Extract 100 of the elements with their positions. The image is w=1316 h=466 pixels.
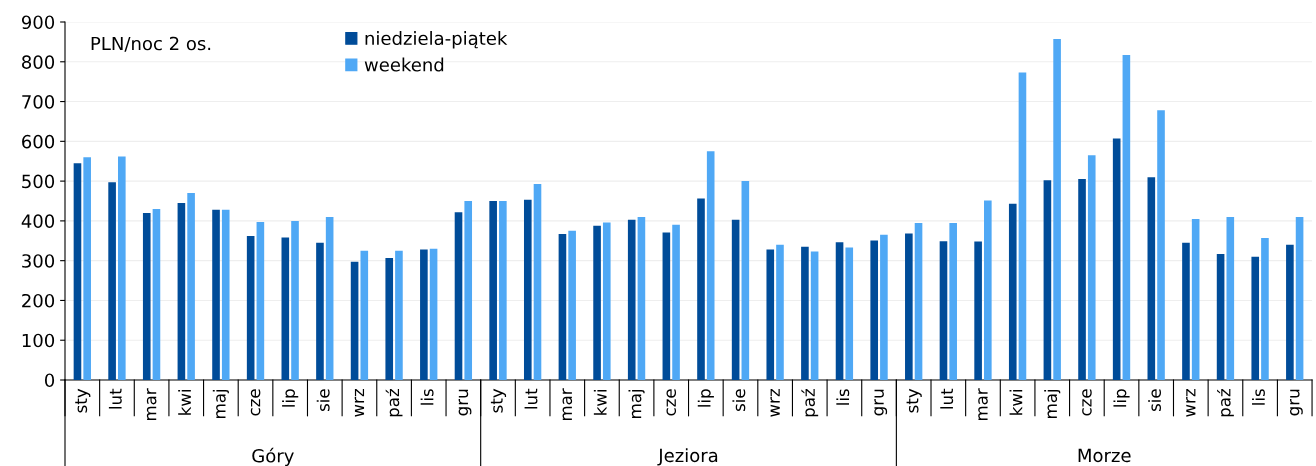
bar bbox=[974, 241, 982, 380]
bar bbox=[489, 201, 497, 380]
bar bbox=[1295, 216, 1304, 380]
bar bbox=[1078, 179, 1086, 380]
x-tick-label: mar bbox=[978, 388, 988, 421]
bar bbox=[1226, 216, 1235, 380]
y-tick-label: 200 bbox=[22, 293, 55, 308]
bar bbox=[350, 261, 359, 380]
bar bbox=[499, 201, 507, 380]
text: Góry bbox=[252, 447, 294, 466]
bar bbox=[1216, 253, 1225, 380]
y-tick-label: 500 bbox=[22, 174, 55, 189]
bar bbox=[523, 199, 532, 380]
bar bbox=[602, 222, 611, 380]
x-tick-label: cze bbox=[666, 389, 677, 416]
bar bbox=[1251, 256, 1260, 380]
bar bbox=[845, 247, 854, 380]
bar bbox=[118, 156, 126, 380]
x-tick-label: gru bbox=[874, 389, 888, 416]
y-axis-title: PLN/noc 2 os. bbox=[91, 36, 211, 52]
bar bbox=[281, 237, 290, 380]
y-tick-label: 100 bbox=[22, 333, 55, 348]
bar bbox=[672, 224, 680, 380]
bar bbox=[810, 251, 819, 380]
bar bbox=[83, 157, 91, 380]
x-tick-label: paź bbox=[801, 389, 819, 417]
x-tick-label: kwi bbox=[1009, 389, 1023, 415]
bar bbox=[662, 232, 671, 380]
x-tick-label: sty bbox=[490, 388, 507, 413]
x-tick-label: lut bbox=[940, 388, 954, 409]
bar bbox=[984, 200, 992, 380]
bar bbox=[1087, 155, 1096, 380]
x-tick-label: kwi bbox=[178, 389, 191, 415]
text: Jeziora bbox=[657, 448, 718, 466]
y-tick-label: 0 bbox=[44, 373, 55, 388]
x-tick-label: gru bbox=[1290, 389, 1303, 416]
x-tick-label: mar bbox=[562, 388, 573, 421]
bar bbox=[177, 202, 186, 380]
x-tick-label: lis bbox=[420, 389, 434, 405]
bar bbox=[454, 212, 463, 380]
bar bbox=[1112, 138, 1121, 380]
x-tick-label: sty bbox=[75, 388, 91, 413]
bar bbox=[627, 219, 636, 380]
bar bbox=[1147, 177, 1156, 380]
x-tick-label: wrz bbox=[770, 389, 780, 417]
bar bbox=[939, 241, 948, 380]
bar bbox=[395, 250, 403, 380]
x-tick-label: gru bbox=[458, 389, 472, 416]
bar bbox=[706, 151, 715, 380]
bar bbox=[221, 209, 230, 380]
bar bbox=[152, 208, 161, 380]
bar bbox=[801, 246, 809, 380]
bar bbox=[316, 242, 324, 380]
x-tick-label: wrz bbox=[1186, 389, 1196, 417]
x-tick-label: lip bbox=[282, 389, 299, 407]
x-tick-label: sie bbox=[1148, 389, 1162, 411]
x-tick-label: maj bbox=[1044, 389, 1061, 418]
y-tick-label: 900 bbox=[21, 15, 55, 30]
y-tick-label: 400 bbox=[21, 214, 55, 229]
bar bbox=[73, 163, 82, 380]
bar bbox=[1018, 72, 1027, 380]
legend-label: weekend bbox=[364, 57, 444, 72]
y-tick-label: 300 bbox=[22, 254, 55, 268]
bar bbox=[731, 219, 740, 380]
bar bbox=[533, 183, 542, 380]
x-tick-label: lip bbox=[1113, 389, 1130, 407]
bar bbox=[420, 249, 428, 380]
y-tick-label: 600 bbox=[22, 134, 55, 149]
bar bbox=[568, 230, 576, 380]
bar bbox=[464, 201, 473, 380]
x-tick-label: cze bbox=[1082, 389, 1092, 416]
bar bbox=[212, 209, 220, 380]
bar bbox=[325, 216, 334, 380]
x-tick-label: lis bbox=[836, 389, 850, 405]
bar bbox=[142, 212, 151, 380]
x-tick-label: kwi bbox=[593, 389, 607, 415]
x-tick-label: lut bbox=[108, 388, 122, 409]
x-tick-label: sie bbox=[732, 389, 746, 411]
bar bbox=[1053, 39, 1061, 380]
bar bbox=[593, 225, 601, 380]
x-tick-label: maj bbox=[212, 389, 229, 418]
bar bbox=[1157, 110, 1165, 380]
bar bbox=[1182, 242, 1190, 380]
x-tick-label: sty bbox=[906, 388, 922, 413]
bar bbox=[741, 181, 750, 380]
bar bbox=[246, 236, 255, 380]
bar bbox=[385, 257, 394, 380]
bar bbox=[1261, 237, 1269, 380]
x-tick-label: paź bbox=[385, 389, 403, 417]
x-tick-label: wrz bbox=[354, 389, 365, 417]
bar bbox=[697, 198, 705, 380]
x-tick-label: paź bbox=[1217, 389, 1234, 417]
bar bbox=[637, 216, 646, 380]
x-tick-label: maj bbox=[628, 389, 645, 418]
x-tick-label: cze bbox=[250, 389, 261, 416]
bar bbox=[558, 234, 567, 380]
bar bbox=[429, 248, 438, 380]
bar bbox=[949, 222, 957, 380]
y-tick-label: 800 bbox=[22, 55, 55, 69]
bar bbox=[1043, 180, 1052, 380]
